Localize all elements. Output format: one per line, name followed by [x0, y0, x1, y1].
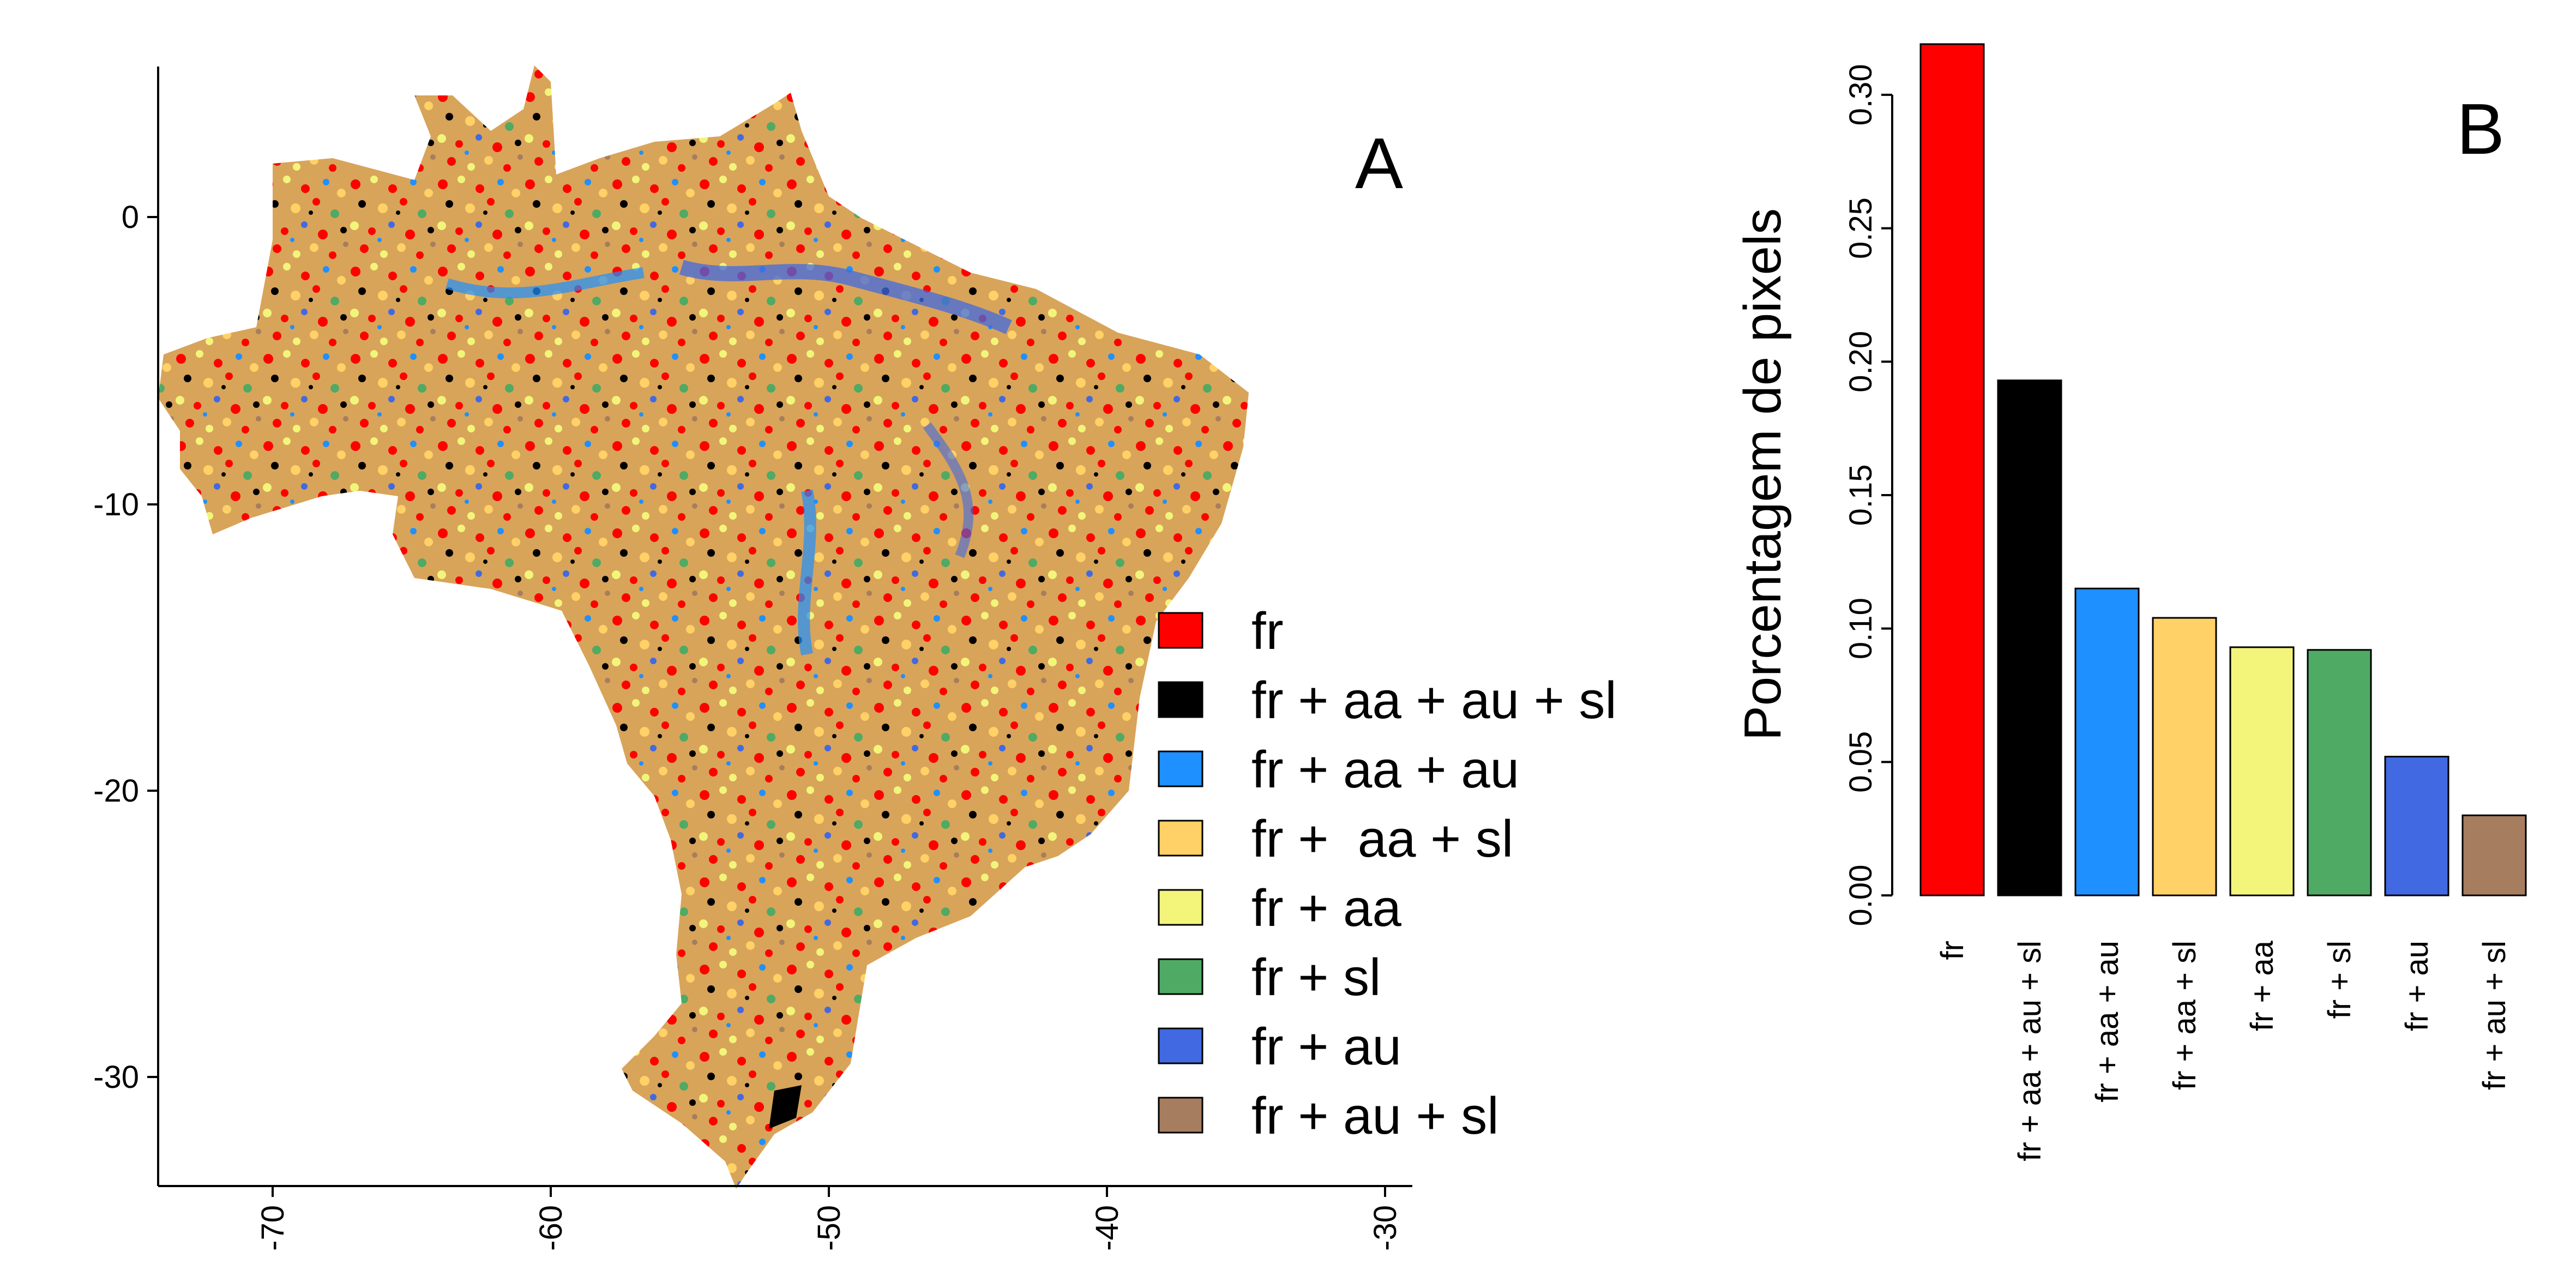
map-x-tick-label: -60	[533, 1205, 569, 1251]
bar-x-labels: fr fr + aa + au + sl fr + aa + au fr + aa +…	[1935, 940, 2512, 1161]
bar	[1997, 380, 2062, 896]
legend-swatch-fr	[1158, 612, 1203, 649]
bar-y-tick-label: 0.25	[1843, 197, 1879, 259]
legend-label: fr + au	[1251, 1018, 1401, 1076]
legend-label: fr + au + sl	[1251, 1087, 1499, 1145]
bars	[1919, 43, 2527, 896]
bar-x-tick-label: fr + au	[2399, 941, 2435, 1031]
bar-y-tick-label: 0.30	[1843, 64, 1879, 125]
map-x-tick-label: -70	[255, 1205, 291, 1251]
bar-y-tick-label: 0.20	[1843, 331, 1879, 393]
bar	[2152, 617, 2217, 896]
map-x-tick-label: -40	[1090, 1205, 1125, 1251]
legend-swatch-fr-aa-sl	[1158, 820, 1203, 857]
map-x-ticks: -70 -60 -50 -40 -30	[255, 1186, 1403, 1251]
map-legend: fr fr + aa + au + sl fr + aa + au fr + a…	[1158, 602, 1617, 1145]
bar-y-ticks: 0.00 0.05 0.10 0.15 0.20 0.25 0.30	[1843, 64, 1892, 926]
legend-label: fr + aa + sl	[1251, 810, 1513, 868]
legend-swatch-fr-sl	[1158, 958, 1203, 995]
bar-x-tick-label: fr + sl	[2322, 941, 2357, 1019]
map-y-tick-label: -10	[93, 487, 139, 522]
map-x-tick-label: -50	[811, 1205, 847, 1251]
bar-y-tick-label: 0.15	[1843, 464, 1879, 526]
legend-swatch-fr-au	[1158, 1027, 1203, 1064]
bar-y-tick-label: 0.05	[1843, 731, 1879, 793]
map-y-tick-label: -20	[93, 773, 139, 809]
legend-label: fr + aa	[1251, 879, 1401, 937]
bar	[2307, 649, 2372, 896]
legend-swatch-fr-au-sl	[1158, 1097, 1203, 1134]
legend-label: fr + aa + au	[1251, 741, 1519, 799]
bar-y-tick-label: 0.00	[1843, 865, 1879, 926]
bar-x-tick-label: fr	[1935, 941, 1970, 960]
bar-x-tick-label: fr + aa	[2244, 940, 2280, 1031]
legend-label: fr + sl	[1251, 948, 1381, 1007]
bar	[2229, 646, 2295, 896]
map-y-tick-label: 0	[122, 200, 139, 235]
legend-label: fr	[1251, 602, 1284, 660]
brazil-map	[158, 65, 1249, 1189]
legend-swatch-fr-aa-au	[1158, 750, 1203, 787]
legend-label: fr + aa + au + sl	[1251, 671, 1617, 730]
map-y-ticks: 0 -10 -20 -30	[93, 200, 158, 1095]
bar-x-tick-label: fr + aa + au + sl	[2012, 941, 2048, 1161]
bar	[2074, 587, 2140, 896]
bar	[1919, 43, 1985, 896]
map-x-tick-label: -30	[1368, 1205, 1403, 1251]
panel-b-letter: B	[2457, 89, 2505, 169]
panel-a-letter: A	[1355, 123, 1403, 203]
legend-swatch-fr-aa-au-sl	[1158, 681, 1203, 718]
map-y-tick-label: -30	[93, 1060, 139, 1095]
bar	[2461, 814, 2527, 896]
bar-x-tick-label: fr + au + sl	[2477, 941, 2512, 1090]
bar-x-tick-label: fr + aa + au	[2090, 941, 2125, 1103]
panel-a-map: 0 -10 -20 -30 -70 -60 -50 -40 -30 A	[93, 65, 1617, 1251]
legend-swatch-fr-aa	[1158, 889, 1203, 926]
bar-x-tick-label: fr + aa + sl	[2167, 941, 2202, 1090]
bar-y-tick-label: 0.10	[1843, 598, 1879, 659]
panel-b-bar-chart: 0.00 0.05 0.10 0.15 0.20 0.25 0.30 fr fr + aa +…	[1734, 43, 2527, 1161]
bar	[2384, 756, 2449, 896]
bar-y-axis-label: Porcentagem de pixels	[1734, 208, 1792, 741]
